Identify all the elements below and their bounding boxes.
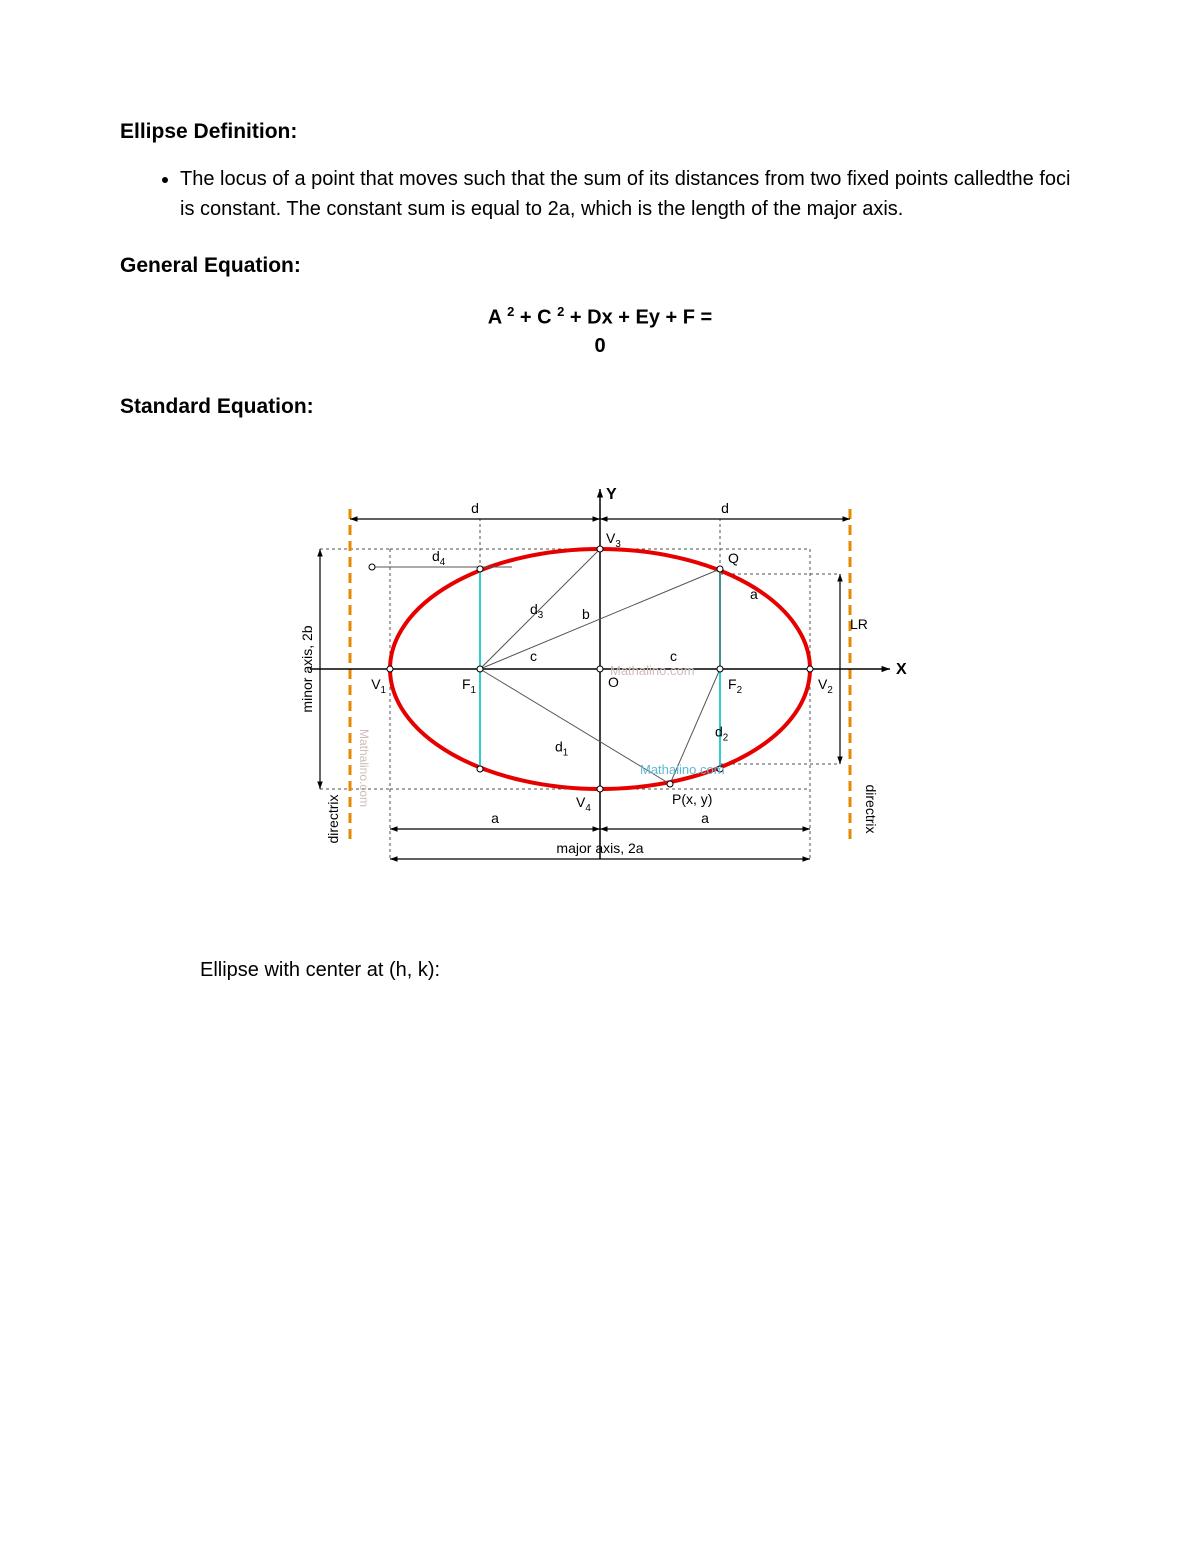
svg-text:P(x, y): P(x, y): [672, 791, 712, 807]
svg-text:V2: V2: [818, 676, 833, 696]
svg-text:Mathalino.com: Mathalino.com: [640, 762, 725, 777]
svg-text:F2: F2: [728, 676, 742, 696]
svg-text:d1: d1: [555, 738, 568, 758]
svg-text:d: d: [721, 500, 729, 516]
svg-text:directrix: directrix: [863, 784, 879, 833]
svg-text:d3: d3: [530, 601, 544, 621]
svg-text:major axis, 2a: major axis, 2a: [556, 840, 643, 856]
svg-text:a: a: [491, 810, 499, 826]
svg-text:a: a: [750, 586, 758, 602]
heading-definition: Ellipse Definition:: [120, 120, 1080, 144]
svg-text:Mathalino.com: Mathalino.com: [357, 729, 371, 807]
svg-text:F1: F1: [462, 676, 476, 696]
heading-standard-equation: Standard Equation:: [120, 395, 1080, 419]
definition-text: The locus of a point that moves such tha…: [180, 164, 1080, 224]
definition-list: The locus of a point that moves such tha…: [120, 164, 1080, 224]
svg-text:Y: Y: [606, 486, 617, 503]
svg-text:V4: V4: [576, 794, 591, 814]
svg-text:a: a: [701, 810, 709, 826]
svg-text:V3: V3: [606, 530, 621, 550]
svg-text:c: c: [670, 648, 677, 664]
caption-center-hk: Ellipse with center at (h, k):: [200, 959, 1080, 982]
ellipse-diagram: YXV1V2V3V4F1F2OQP(x, y)abccd1d2d3d4ddaam…: [280, 459, 920, 924]
equation-line-1: A 2 + C 2 + Dx + Ey + F =: [120, 303, 1080, 332]
svg-text:d: d: [471, 500, 479, 516]
svg-text:c: c: [530, 648, 537, 664]
svg-text:b: b: [582, 606, 590, 622]
svg-text:V1: V1: [371, 676, 386, 696]
heading-general-equation: General Equation:: [120, 254, 1080, 278]
svg-text:directrix: directrix: [325, 794, 341, 843]
svg-text:d2: d2: [715, 723, 728, 743]
svg-text:minor axis, 2b: minor axis, 2b: [299, 625, 315, 712]
svg-text:LR: LR: [850, 616, 868, 632]
svg-text:Mathalino.com: Mathalino.com: [610, 663, 695, 678]
svg-text:Q: Q: [728, 550, 739, 566]
svg-text:X: X: [896, 661, 907, 678]
svg-text:d4: d4: [432, 548, 446, 568]
equation-line-2: 0: [120, 332, 1080, 360]
general-equation: A 2 + C 2 + Dx + Ey + F = 0: [120, 303, 1080, 360]
